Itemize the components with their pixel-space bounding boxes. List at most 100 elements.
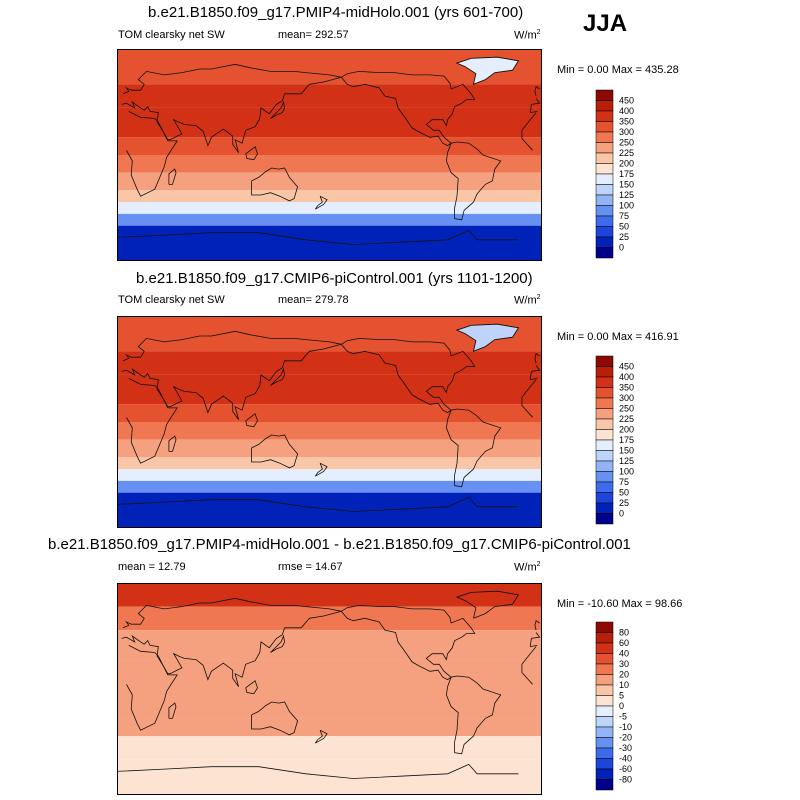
panel1-units: W/m2	[514, 29, 541, 42]
colorbar-tick-label: 40	[619, 649, 629, 659]
panel1-map	[117, 49, 542, 261]
coastline-uk	[534, 353, 540, 364]
coastline-africa	[126, 645, 537, 731]
colorbar-box-4	[595, 397, 614, 409]
coastline-eurasia	[121, 597, 541, 687]
map-band-6	[117, 457, 542, 470]
coastline-eurasia	[121, 330, 541, 420]
panel3-mean-label: mean = 12.79	[118, 561, 186, 573]
colorbar-box-4	[595, 663, 614, 675]
map-frame	[117, 316, 542, 528]
colorbar-tick-label: 100	[619, 201, 634, 211]
colorbar-tick-label: -80	[619, 775, 632, 785]
map-band-6	[117, 190, 542, 203]
coastline-australia	[251, 167, 299, 202]
coastline-australia	[251, 434, 299, 469]
panel1-units-sup: 2	[536, 29, 541, 36]
map-frame	[117, 583, 542, 795]
colorbar-tick-label: -10	[619, 722, 632, 732]
colorbar-box-2	[595, 376, 614, 388]
map-band-7	[117, 202, 542, 214]
colorbar-box-9	[595, 716, 614, 728]
map-band-7	[117, 469, 542, 481]
coastline-africa	[126, 378, 537, 464]
colorbar-box-6	[595, 684, 614, 696]
colorbar-tick-label: 300	[619, 127, 634, 137]
map-band-2	[117, 630, 542, 660]
coastline-uk	[534, 620, 540, 631]
colorbar-box-14	[595, 502, 614, 514]
map-band-0	[117, 583, 542, 607]
colorbar-tick-label: 400	[619, 106, 634, 116]
greenland-ice	[455, 323, 520, 352]
coastline-greenland	[455, 590, 520, 619]
coastline-japan	[270, 634, 286, 653]
colorbar-box-7	[595, 695, 614, 707]
coastline-africa	[126, 111, 537, 197]
colorbar-box-13	[595, 758, 614, 770]
map-band-5	[117, 736, 542, 760]
colorbar-box-10	[595, 726, 614, 738]
panel1-mean-label: mean= 292.57	[278, 29, 349, 41]
colorbar-box-1	[595, 366, 614, 378]
colorbar-tick-label: 25	[619, 498, 629, 508]
colorbar-tick-label: 350	[619, 117, 634, 127]
colorbar-tick-label: 0	[619, 509, 624, 519]
colorbar-box-5	[595, 142, 614, 154]
colorbar-box-2	[595, 110, 614, 122]
colorbar-box-3	[595, 121, 614, 133]
panel3-units-text: W/m	[514, 561, 537, 574]
colorbar-tick-label: -60	[619, 764, 632, 774]
colorbar-tick-label: 60	[619, 638, 629, 648]
colorbar-box-8	[595, 439, 614, 451]
colorbar-box-13	[595, 492, 614, 504]
colorbar-box-1	[595, 100, 614, 112]
panel2-title: b.e21.B1850.f09_g17.CMIP6-piControl.001 …	[136, 270, 533, 287]
colorbar-box-1	[595, 632, 614, 644]
colorbar-tick-label: 450	[619, 96, 634, 106]
colorbar-tick-label: 175	[619, 435, 634, 445]
season-label: JJA	[583, 10, 628, 37]
colorbar-box-10	[595, 194, 614, 206]
panel2-map	[117, 316, 542, 528]
colorbar-box-9	[595, 450, 614, 462]
panel1-minmax: Min = 0.00 Max = 435.28	[557, 64, 679, 76]
panel2-minmax: Min = 0.00 Max = 416.91	[557, 331, 679, 343]
colorbar-tick-label: 100	[619, 467, 634, 477]
coastlines	[117, 323, 541, 512]
panel1-units-text: W/m	[514, 29, 537, 42]
colorbar-tick-label: 0	[619, 701, 624, 711]
colorbar-tick-label: 300	[619, 393, 634, 403]
coastline-samerica	[445, 141, 502, 221]
colorbar-tick-label: 50	[619, 488, 629, 498]
colorbar-box-15	[595, 247, 614, 259]
colorbar-box-0	[595, 89, 614, 101]
colorbar-tick-label: 225	[619, 414, 634, 424]
coastlines	[117, 56, 541, 245]
colorbar-tick-label: 125	[619, 456, 634, 466]
colorbar-box-15	[595, 513, 614, 525]
colorbar-tick-label: 75	[619, 211, 629, 221]
colorbar-box-4	[595, 131, 614, 143]
map-band-8	[117, 213, 542, 226]
coastline-australia	[251, 701, 299, 736]
colorbar-box-6	[595, 152, 614, 164]
coastline-samerica	[445, 675, 502, 755]
map-band-4	[117, 155, 542, 173]
colorbar-box-5	[595, 408, 614, 420]
colorbar-box-0	[595, 355, 614, 367]
colorbar-box-13	[595, 226, 614, 238]
coastline-antarctica	[117, 496, 519, 512]
coastline-namerica	[340, 604, 476, 681]
map-band-9	[117, 225, 542, 261]
coastline-madagascar	[168, 702, 177, 719]
colorbar-tick-label: 250	[619, 404, 634, 414]
panel2-units-text: W/m	[514, 294, 537, 307]
map-band-4	[117, 718, 542, 737]
colorbar-tick-label: 200	[619, 425, 634, 435]
panel2-variable-label: TOM clearsky net SW	[118, 294, 225, 306]
panel1-title: b.e21.B1850.f09_g17.PMIP4-midHolo.001 (y…	[148, 4, 524, 21]
map-band-1	[117, 84, 542, 108]
map-band-1	[117, 351, 542, 375]
